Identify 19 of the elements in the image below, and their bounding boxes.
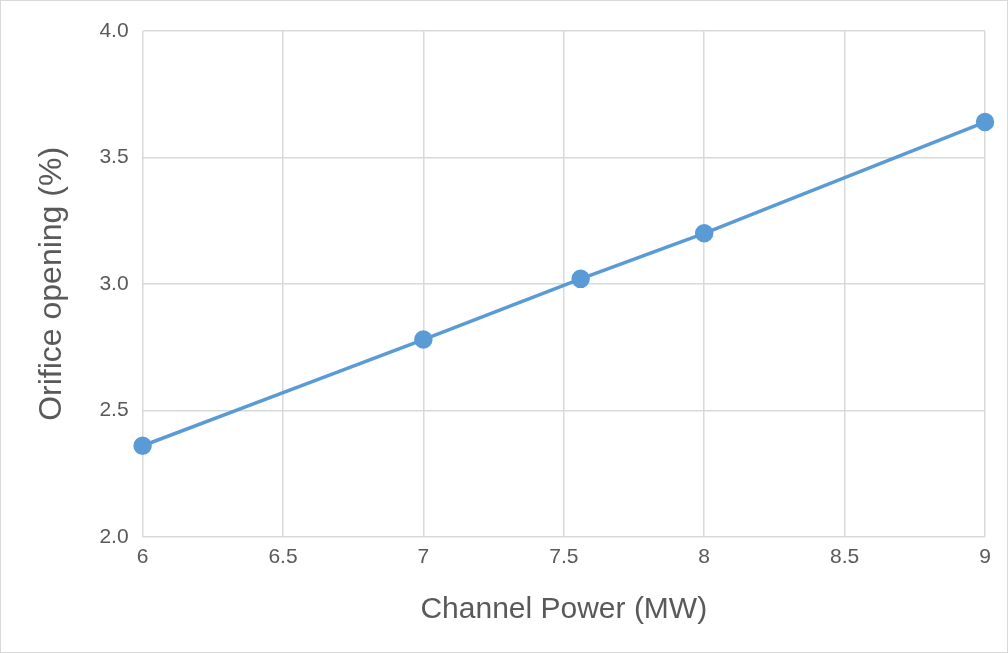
x-tick-label: 6.5 [268,544,298,568]
x-tick-label: 8.5 [830,544,860,568]
y-tick-label: 3.5 [99,144,129,168]
y-tick-label: 3.0 [99,270,129,294]
point [133,436,152,456]
x-tick-label: 7 [417,544,430,568]
point [975,112,995,132]
x-axis-title: Channel Power (MW) [420,591,708,625]
x-tick-label: 7.5 [549,544,579,568]
x-tick-label: 8 [698,544,711,568]
point [414,330,433,349]
y-tick-label: 2.0 [99,523,129,547]
point [571,269,590,289]
x-tick-label: 6 [136,544,149,568]
y-axis-title: Orifice opening (%) [32,146,69,421]
point [694,224,714,243]
y-tick-label: 2.5 [99,397,129,421]
x-tick-label: 9 [979,544,991,568]
y-tick-label: 4.0 [99,17,129,41]
